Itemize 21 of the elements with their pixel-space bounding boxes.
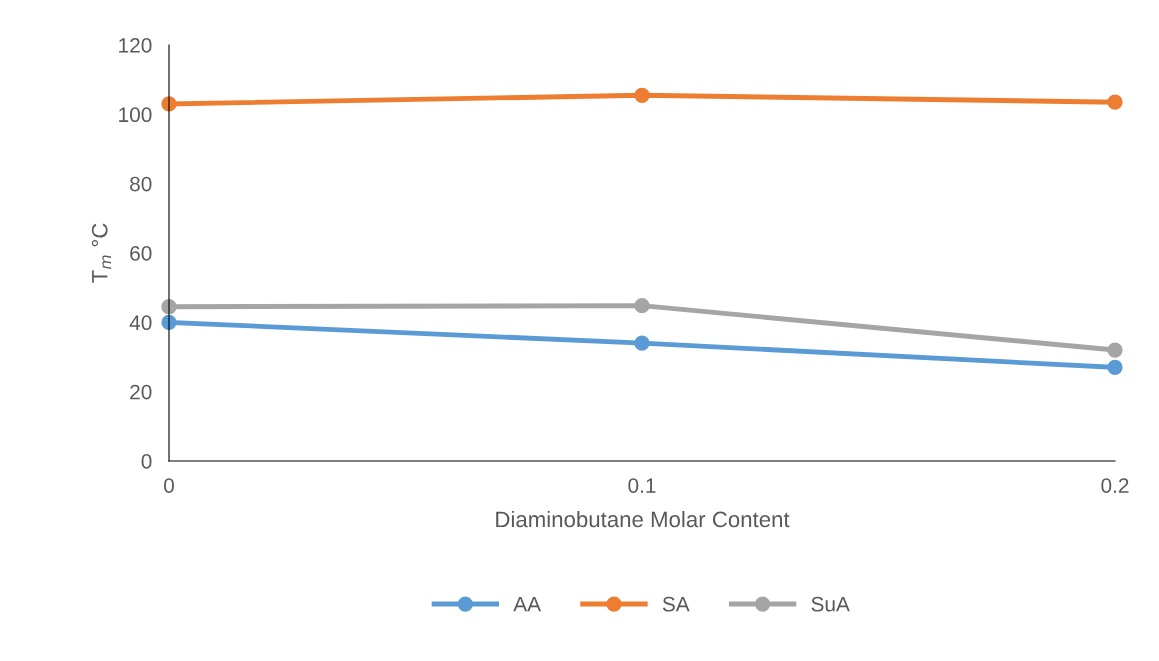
y-axis-title: T$_{m}$ °C bbox=[91, 223, 112, 283]
point bbox=[634, 87, 650, 103]
point bbox=[1107, 94, 1123, 110]
point bbox=[1107, 359, 1123, 376]
legend-label: SuA bbox=[811, 596, 850, 612]
y-tick-label: 20 bbox=[130, 384, 152, 400]
y-tick-label: 40 bbox=[129, 315, 152, 331]
point bbox=[634, 335, 650, 351]
point bbox=[634, 298, 650, 314]
point bbox=[1107, 342, 1123, 358]
y-tick-label: 120 bbox=[119, 38, 152, 53]
x-axis-title: Diaminobutane Molar Content bbox=[496, 510, 790, 528]
x-tick-label: 0 bbox=[164, 478, 174, 493]
y-tick-label: 100 bbox=[119, 107, 152, 123]
legend-label: SA bbox=[662, 596, 690, 612]
y-tick-label: 60 bbox=[130, 246, 152, 261]
y-tick-label: 0 bbox=[141, 454, 152, 469]
x-tick-label: 0.1 bbox=[628, 478, 656, 493]
y-tick-label: 80 bbox=[130, 176, 152, 192]
legend-label: AA bbox=[513, 596, 542, 612]
x-tick-label: 0.2 bbox=[1101, 478, 1129, 493]
